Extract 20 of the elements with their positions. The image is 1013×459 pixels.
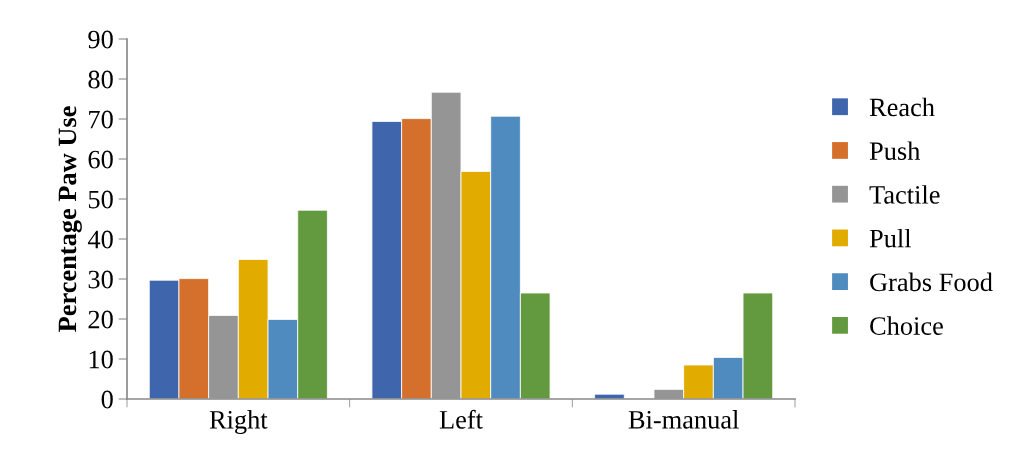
y-tick-label: 50 — [88, 190, 113, 209]
legend-label: Grabs Food — [870, 272, 993, 292]
legend-label: Push — [869, 141, 921, 161]
y-tick-label: 90 — [88, 30, 113, 49]
y-tick-label: 80 — [88, 70, 113, 89]
legend-label: Choice — [870, 316, 943, 335]
y-tick-label: 0 — [101, 390, 113, 409]
y-tick-label: 10 — [89, 350, 113, 369]
y-axis-title: Percentage Paw Use — [58, 106, 82, 332]
y-tick-label: 60 — [88, 150, 113, 169]
x-tick-label: Bi-manual — [628, 410, 739, 429]
y-tick-label: 30 — [88, 270, 113, 289]
y-tick-label: 20 — [88, 310, 113, 329]
legend-label: Pull — [869, 228, 912, 248]
y-tick-label: 40 — [87, 230, 113, 249]
legend-label: Reach — [869, 97, 935, 117]
x-tick-label: Right — [209, 410, 268, 435]
legend-label: Tactile — [869, 185, 940, 204]
x-tick-label: Left — [439, 409, 483, 429]
y-tick-label: 70 — [89, 110, 113, 129]
